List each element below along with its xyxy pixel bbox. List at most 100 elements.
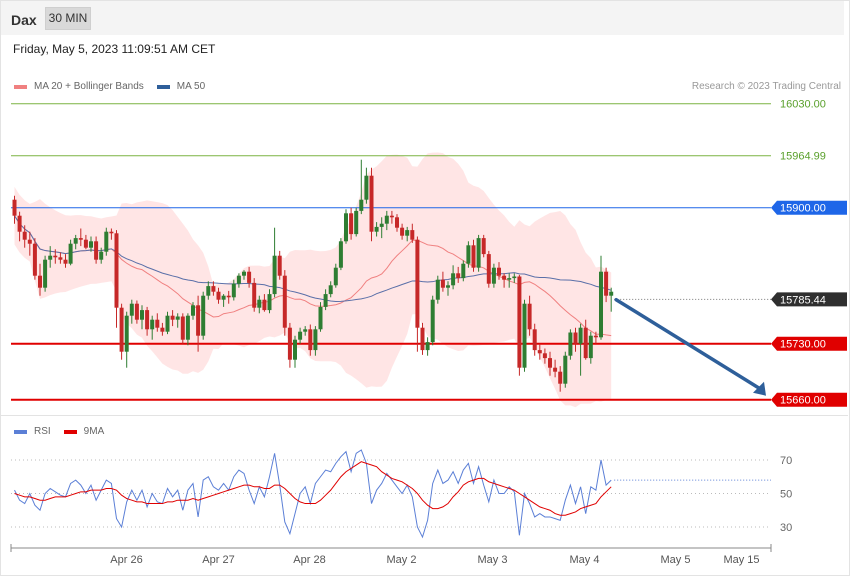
ma20-line [14,215,612,337]
candle-body [226,295,231,298]
candle [568,329,573,360]
candle-body [22,231,27,240]
candle-body [196,305,201,336]
candle [155,313,160,332]
candle [129,299,134,324]
candle-body [94,241,99,260]
candle-body [53,255,58,258]
candle-body [415,239,420,328]
projection-arrow-shaft [614,297,762,391]
candle [242,270,246,280]
candle-body [583,327,588,359]
candle-body [384,215,389,224]
candle-body [221,295,226,300]
candle [604,267,609,303]
legend-item-ma50: MA 50 [156,81,206,92]
candle [532,323,537,356]
candle-body [160,327,165,332]
candle-body [338,241,343,268]
price-level-label-4: 15660.00 [780,395,826,407]
candle-body [277,255,282,276]
candle-body [129,303,134,316]
candle-body [609,291,614,296]
candle-body [185,315,190,340]
candle [395,214,399,232]
candle [502,273,507,288]
last-price-label: 15785.44 [780,294,826,306]
candle [430,295,435,346]
candle [109,228,114,240]
candle-body [328,285,333,295]
candle [425,337,430,356]
candle [231,279,236,301]
candle-body [430,299,435,343]
candle-body [466,245,471,264]
candle-body [252,282,257,308]
candle [573,327,578,352]
candle [522,299,527,372]
candle-body [170,315,175,320]
candle-body [497,267,501,276]
candle [191,302,195,320]
candle [359,159,364,215]
candle-body [282,275,287,328]
legend-swatch-rsi [14,429,27,434]
rsi-9ma-line [14,461,612,516]
legend-label-rsi: RSI [34,426,51,437]
candle-body [78,238,83,240]
candle [333,263,338,288]
candle [440,271,445,292]
candle [349,207,354,240]
candle-body [532,329,537,351]
candle [389,210,394,224]
candle [384,210,389,231]
candle [58,252,63,264]
price-level-tag-4 [771,392,847,407]
candle [48,246,53,268]
candle-body [604,271,609,296]
legend-item-rsi: RSI [14,426,51,437]
candle-body [471,245,476,268]
legend-item-9ma: 9MA [63,426,104,437]
candle [262,294,267,312]
candle [53,249,58,264]
candle-body [236,275,241,284]
candle [588,331,593,364]
candle-body [578,327,583,344]
candle [481,234,486,258]
candle [338,238,343,271]
candle-body [124,315,129,352]
candle-body [58,257,63,260]
candle [578,323,583,376]
price-level-label-1: 15964.99 [780,151,826,163]
candle [609,287,614,312]
candle [150,315,155,340]
candle-body [537,350,542,354]
candle-body [298,331,303,340]
candle [374,222,379,237]
candle-body [425,342,430,351]
candle-body [440,279,445,288]
symbol-label: Dax [11,12,37,28]
candle [507,273,512,288]
candle-body [73,238,78,244]
candle [180,313,185,344]
legend-label-ma50: MA 50 [176,81,206,92]
candle [99,247,104,264]
candle-body [216,291,221,300]
candle-body [344,213,348,242]
candle [287,322,292,368]
timeframe-button[interactable]: 30 MIN [45,7,91,30]
candle [379,217,384,239]
candle-body [349,213,354,235]
candle-body [242,271,246,276]
candle [226,290,231,304]
candle [282,270,287,336]
candle-body [369,175,374,232]
candle-body [542,353,547,359]
candle-body [32,243,37,276]
candle [221,294,226,307]
candle [491,263,496,288]
x-tick-label-4: May 3 [478,554,508,566]
